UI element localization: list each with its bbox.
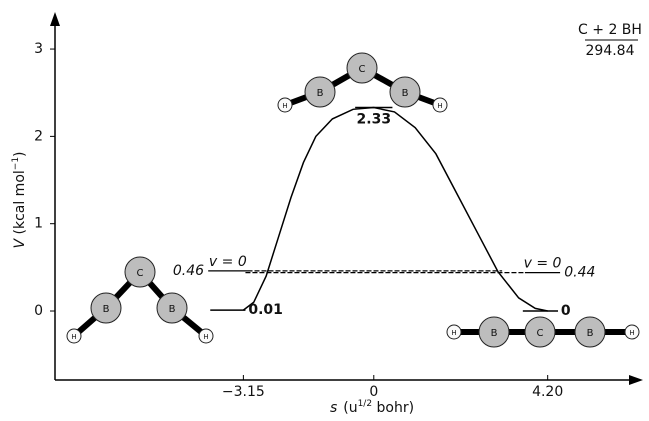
y-tick-label: 1: [34, 216, 43, 232]
x-tick-label: 4.20: [532, 384, 563, 400]
atom-label: H: [437, 102, 442, 110]
level-label: 0: [561, 303, 571, 319]
zpe-value-label: 0.44: [564, 265, 595, 281]
x-arrow: [629, 375, 643, 385]
level-label: 2.33: [357, 112, 392, 128]
x-unit-end: bohr): [372, 400, 414, 416]
zpe-state-label: v = 0: [209, 254, 247, 270]
y-unit-exp: −1: [11, 157, 21, 170]
atom-label: B: [491, 328, 498, 339]
atom-label: C: [137, 268, 144, 279]
atom-label: C: [537, 328, 544, 339]
x-symbol: s: [330, 400, 337, 416]
atom-label: H: [629, 329, 634, 337]
atom-label: B: [402, 88, 409, 99]
atom-label: C: [359, 64, 366, 75]
energy-curve: [243, 108, 547, 311]
level-label: 0.01: [248, 302, 283, 318]
atom-label: B: [169, 304, 176, 315]
x-unit-exp: 1/2: [358, 399, 372, 409]
atom-label: B: [317, 88, 324, 99]
zpe-state-label: v = 0: [524, 256, 562, 272]
atom-label: H: [282, 102, 287, 110]
dissociation-label: C + 2 BH: [578, 22, 642, 38]
y-axis-label: V (kcal mol−1): [11, 151, 29, 248]
atom-label: H: [203, 333, 208, 341]
y-tick-label: 0: [34, 303, 43, 319]
dissociation-value: 294.84: [586, 43, 635, 59]
y-arrow: [50, 12, 60, 26]
atom-label: B: [587, 328, 594, 339]
x-unit: (u: [343, 400, 357, 416]
y-unit: (kcal mol: [12, 170, 28, 239]
atom-label: H: [71, 333, 76, 341]
x-tick-label: 0: [369, 384, 378, 400]
y-tick-label: 3: [34, 41, 43, 57]
zpe-value-label: 0.46: [173, 263, 204, 279]
atom-label: B: [103, 304, 110, 315]
y-unit-end: ): [12, 151, 28, 156]
y-tick-label: 2: [34, 128, 43, 144]
x-axis-label: s (u1/2 bohr): [330, 399, 414, 417]
x-tick-label: −3.15: [222, 384, 265, 400]
chart: C + 2 BH 294.84 V (kcal mol−1) s (u1/2 bo…: [0, 0, 649, 421]
atom-label: H: [451, 329, 456, 337]
